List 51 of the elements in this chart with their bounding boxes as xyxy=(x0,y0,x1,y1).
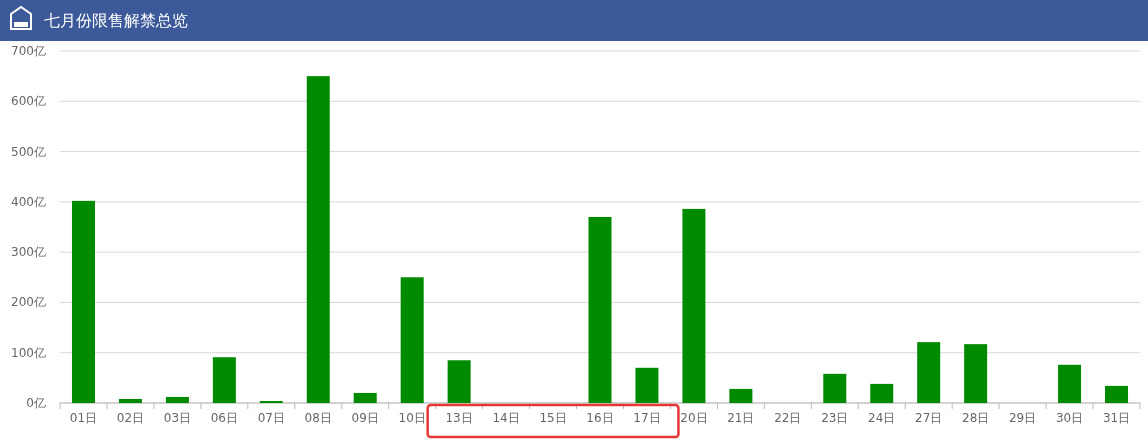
x-tick-label: 24日 xyxy=(868,411,896,425)
bar xyxy=(682,208,706,403)
x-tick-label: 30日 xyxy=(1055,411,1084,425)
chart-title: 七月份限售解禁总览 xyxy=(44,11,188,30)
x-tick-label: 06日 xyxy=(210,411,238,425)
bar xyxy=(71,200,95,403)
bar xyxy=(964,344,988,403)
x-tick-label: 15日 xyxy=(539,411,567,425)
x-tick-label: 27日 xyxy=(915,411,943,425)
bar xyxy=(306,76,330,403)
bar xyxy=(259,400,283,403)
bar xyxy=(447,360,471,403)
x-tick-label: 31日 xyxy=(1102,411,1131,425)
bar xyxy=(353,392,377,403)
bar xyxy=(917,342,941,403)
x-tick-label: 22日 xyxy=(774,411,802,425)
x-tick-label: 03日 xyxy=(163,411,192,425)
bar xyxy=(588,216,612,403)
x-tick-label: 16日 xyxy=(586,411,614,425)
x-tick-label: 02日 xyxy=(116,411,145,425)
x-tick-label: 08日 xyxy=(304,411,332,425)
bar xyxy=(212,357,236,403)
x-tick-label: 21日 xyxy=(727,411,755,425)
bar xyxy=(400,277,424,403)
x-tick-label: 29日 xyxy=(1008,411,1037,425)
bar xyxy=(729,388,753,403)
bar xyxy=(823,373,847,403)
y-tick-label: 100亿 xyxy=(11,345,46,360)
bar xyxy=(635,367,659,403)
x-tick-label: 14日 xyxy=(492,411,520,425)
x-tick-label: 07日 xyxy=(257,411,285,425)
x-tick-label: 09日 xyxy=(351,411,379,425)
bar xyxy=(118,398,142,403)
bar xyxy=(165,396,189,403)
y-tick-label: 0亿 xyxy=(26,396,46,410)
x-tick-label: 10日 xyxy=(398,411,426,425)
y-tick-label: 200亿 xyxy=(11,295,46,310)
x-tick-label: 01日 xyxy=(69,411,98,425)
x-tick-label: 23日 xyxy=(821,411,849,425)
bar xyxy=(870,383,894,403)
bar xyxy=(1058,364,1082,403)
x-tick-label: 20日 xyxy=(680,411,708,425)
y-tick-label: 700亿 xyxy=(11,44,46,58)
y-tick-label: 600亿 xyxy=(11,94,46,109)
x-tick-label: 13日 xyxy=(445,411,473,425)
bar xyxy=(1105,385,1129,403)
x-tick-label: 28日 xyxy=(962,411,990,425)
y-tick-label: 400亿 xyxy=(11,194,46,209)
x-tick-label: 17日 xyxy=(633,411,661,425)
y-tick-label: 500亿 xyxy=(11,144,46,159)
y-tick-label: 300亿 xyxy=(11,245,46,260)
